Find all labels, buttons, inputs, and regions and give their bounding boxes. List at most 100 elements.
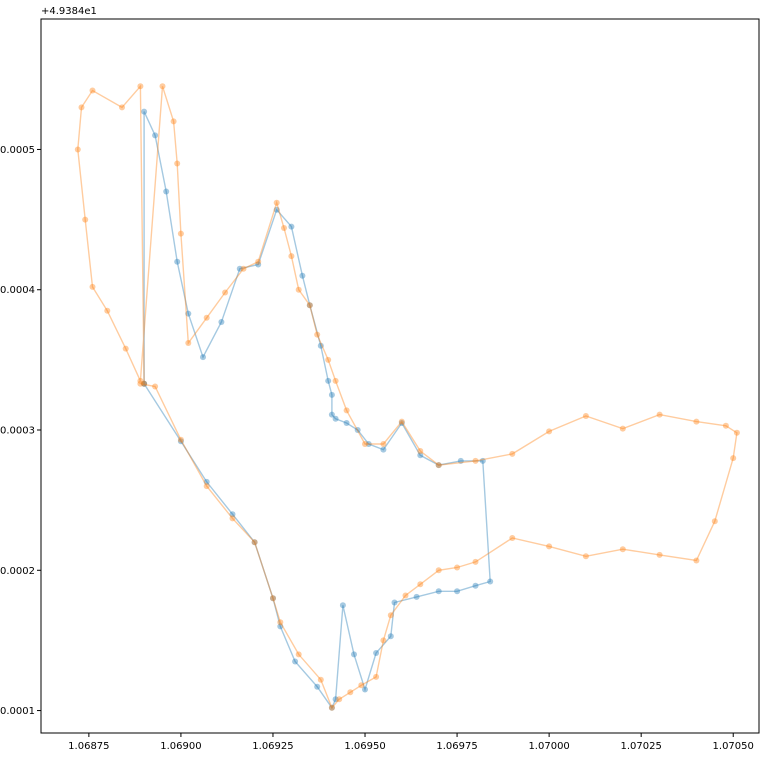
series-1-point <box>380 441 387 447</box>
plot-area <box>41 19 759 733</box>
series-1-point <box>229 515 236 522</box>
series-0-point <box>413 593 420 600</box>
series-0-point <box>417 452 424 459</box>
series-0-point <box>299 272 306 279</box>
series-0-point <box>270 595 276 602</box>
series-1-point <box>347 689 354 696</box>
x-tick-label: 1.07050 <box>713 741 754 752</box>
x-tick-label: 1.06900 <box>160 741 201 752</box>
series-1-point <box>733 429 740 436</box>
series-0-point <box>273 206 280 213</box>
series-1 <box>74 83 740 711</box>
series-1-point <box>546 543 553 550</box>
series-0 <box>141 108 494 711</box>
axes-layer: 1.06875 1.06900 1.06925 1.06950 1.06975 1.070… <box>0 145 754 752</box>
series-1-point <box>251 539 258 546</box>
series-1-point <box>137 83 144 90</box>
series-1-point <box>325 356 332 363</box>
series-1-point <box>417 581 424 588</box>
series-1-point <box>137 377 144 384</box>
series-1-point <box>185 340 192 346</box>
series-1-point <box>435 567 442 574</box>
series-0-point <box>203 478 210 485</box>
series-0-point <box>328 411 335 418</box>
series-0-point <box>141 380 148 387</box>
series-0-point <box>373 650 380 656</box>
series-0-point <box>163 188 170 195</box>
series-1-point <box>387 612 394 619</box>
series-0-point <box>435 588 442 595</box>
series-0-point <box>328 704 335 711</box>
x-tick-label: 1.06875 <box>68 741 109 752</box>
series-1-point <box>137 380 144 387</box>
series-0-point <box>332 415 339 422</box>
series-0-point <box>141 380 148 387</box>
series-0-point <box>391 599 398 606</box>
y-tick-label: 0.0004 <box>0 285 35 296</box>
series-0-point <box>325 377 332 384</box>
series-0-point <box>174 258 181 265</box>
series-1-point <box>546 428 553 435</box>
series-1-point <box>454 564 461 571</box>
series-1-point <box>306 302 313 309</box>
series-0-point <box>354 427 361 433</box>
y-tick-label: 0.0001 <box>0 706 35 717</box>
series-1-point <box>222 289 229 296</box>
series-1-point <box>277 619 284 626</box>
series-1-line <box>77 84 738 710</box>
series-0-point <box>141 108 148 115</box>
series-0-point <box>317 342 324 349</box>
series-1-point <box>177 230 184 237</box>
series-0-point <box>343 420 350 426</box>
y-tick-label: 0.0002 <box>0 566 35 577</box>
series-0-point <box>277 623 284 630</box>
x-tick-label: 1.06975 <box>436 741 477 752</box>
series-1-point <box>119 104 125 111</box>
series-0-line <box>143 111 491 710</box>
series-1-point <box>362 441 368 447</box>
series-0-point <box>251 539 258 546</box>
series-1-point <box>317 676 324 683</box>
series-0-point <box>177 438 184 445</box>
series-1-point <box>203 314 210 321</box>
series-1-point <box>281 225 287 231</box>
series-1-point <box>89 87 96 94</box>
series-0-point <box>487 578 494 585</box>
series-0-point <box>255 261 262 268</box>
series-1-point <box>255 258 262 265</box>
series-1-point <box>328 704 335 711</box>
x-tick-label: 1.07000 <box>528 741 569 752</box>
series-0-point <box>457 457 464 464</box>
series-1-point <box>122 345 129 352</box>
series-1-point <box>332 377 339 384</box>
x-tick-label: 1.06925 <box>252 741 293 752</box>
plot-frame <box>40 18 760 734</box>
series-1-point <box>509 535 516 541</box>
series-1-point <box>472 558 479 565</box>
series-1-point <box>177 436 184 443</box>
series-1-point <box>380 637 387 644</box>
series-1-point <box>270 595 276 602</box>
series-0-point <box>236 265 243 272</box>
series-1-point <box>373 673 380 680</box>
series-1-point <box>582 413 589 419</box>
series-0-point <box>351 651 357 658</box>
series-1-point <box>314 331 321 338</box>
series-1-point <box>89 283 96 290</box>
series-1-point <box>343 407 350 414</box>
y-tick-label: 0.0003 <box>0 426 35 437</box>
series-0-point <box>398 420 405 426</box>
y-offset-label: +4.9384e1 <box>41 6 97 17</box>
series-1-point <box>693 418 700 425</box>
series-1-point <box>582 553 589 560</box>
series-1-point <box>417 448 424 454</box>
series-1-point <box>730 455 737 462</box>
series-0-point <box>288 223 295 230</box>
series-1-point <box>509 450 516 457</box>
series-0-point <box>152 132 159 139</box>
series-1-point <box>711 518 718 525</box>
series-1-point <box>295 286 302 293</box>
series-0-point <box>479 457 486 464</box>
series-1-point <box>273 199 280 206</box>
